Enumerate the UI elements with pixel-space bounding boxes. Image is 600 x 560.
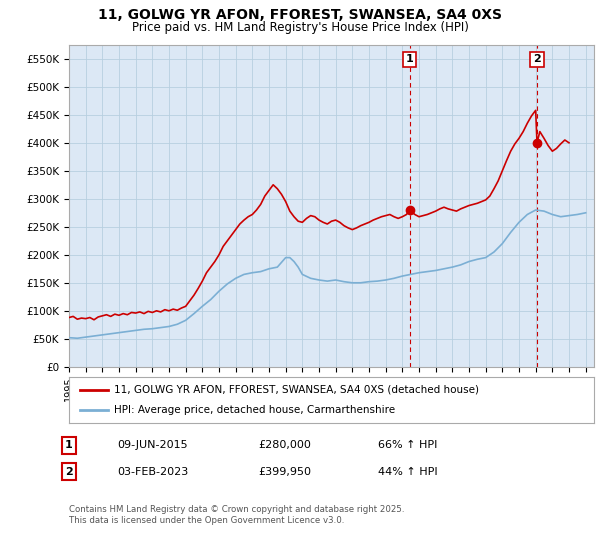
Text: HPI: Average price, detached house, Carmarthenshire: HPI: Average price, detached house, Carm… bbox=[113, 405, 395, 415]
Text: 2: 2 bbox=[65, 466, 73, 477]
Text: 1: 1 bbox=[65, 440, 73, 450]
Text: 2: 2 bbox=[533, 54, 541, 64]
Text: 03-FEB-2023: 03-FEB-2023 bbox=[117, 466, 188, 477]
Text: 1: 1 bbox=[406, 54, 414, 64]
Text: 09-JUN-2015: 09-JUN-2015 bbox=[117, 440, 188, 450]
Text: 44% ↑ HPI: 44% ↑ HPI bbox=[378, 466, 437, 477]
Text: 66% ↑ HPI: 66% ↑ HPI bbox=[378, 440, 437, 450]
Text: £399,950: £399,950 bbox=[258, 466, 311, 477]
Text: £280,000: £280,000 bbox=[258, 440, 311, 450]
Text: 11, GOLWG YR AFON, FFOREST, SWANSEA, SA4 0XS: 11, GOLWG YR AFON, FFOREST, SWANSEA, SA4… bbox=[98, 8, 502, 22]
Text: Price paid vs. HM Land Registry's House Price Index (HPI): Price paid vs. HM Land Registry's House … bbox=[131, 21, 469, 34]
Text: 11, GOLWG YR AFON, FFOREST, SWANSEA, SA4 0XS (detached house): 11, GOLWG YR AFON, FFOREST, SWANSEA, SA4… bbox=[113, 385, 479, 395]
Text: Contains HM Land Registry data © Crown copyright and database right 2025.
This d: Contains HM Land Registry data © Crown c… bbox=[69, 505, 404, 525]
